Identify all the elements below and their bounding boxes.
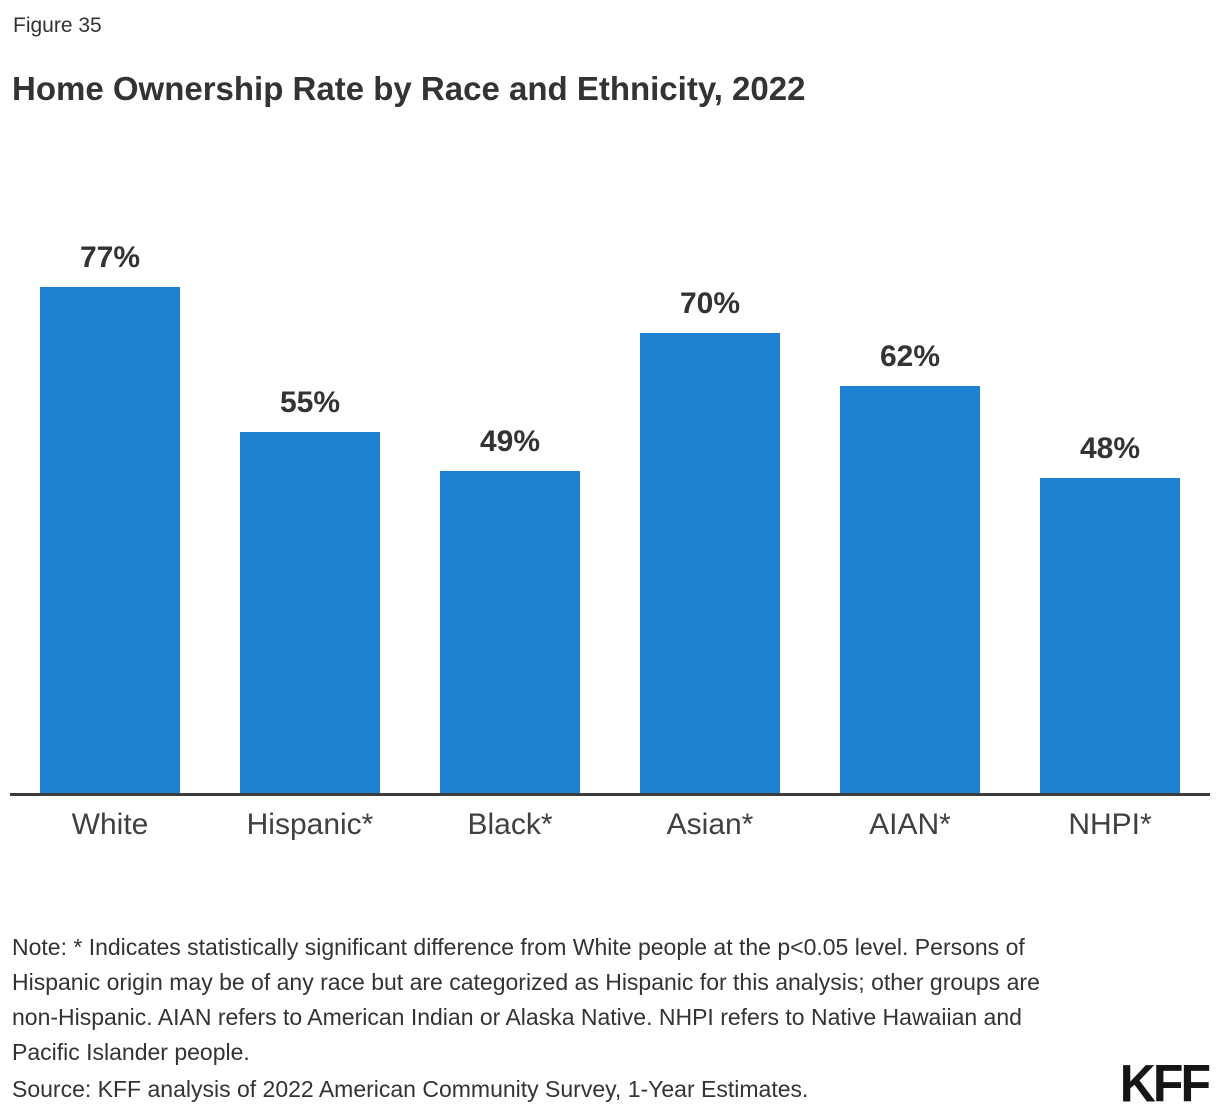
bar — [1040, 478, 1180, 793]
bar-column: 49% — [440, 427, 580, 793]
bar-column: 77% — [40, 243, 180, 793]
category-label: Asian* — [666, 808, 754, 841]
bars-area: 77% 55% 49% 70% 62% 48% — [10, 230, 1210, 793]
bar — [440, 471, 580, 793]
bar-column: 48% — [1040, 434, 1180, 793]
category-label: NHPI* — [1068, 808, 1152, 841]
bar — [640, 333, 780, 793]
source-text: Source: KFF analysis of 2022 American Co… — [12, 1076, 809, 1102]
bar-column: 70% — [640, 289, 780, 793]
bar — [840, 386, 980, 793]
note-text: Note: * Indicates statistically signific… — [12, 934, 1040, 1065]
bar-column: 55% — [240, 388, 380, 793]
category-label: Hispanic* — [246, 808, 374, 841]
category-label: White — [71, 808, 149, 841]
category-axis-labels: White Hispanic* Black* Asian* AIAN* NHPI* — [10, 808, 1210, 842]
bar-value-label: 62% — [879, 340, 941, 373]
bar-column: 62% — [840, 342, 980, 793]
bar — [40, 287, 180, 793]
bar — [240, 432, 380, 793]
bar-value-label: 77% — [79, 241, 141, 274]
chart-title: Home Ownership Rate by Race and Ethnicit… — [12, 70, 806, 107]
bar-value-label: 49% — [479, 425, 541, 458]
bar-value-label: 48% — [1079, 432, 1141, 465]
bar-value-label: 70% — [679, 287, 741, 320]
kff-logo: KFF — [1119, 1054, 1211, 1113]
bar-value-label: 55% — [279, 386, 341, 419]
category-label: AIAN* — [869, 808, 951, 841]
figure-number-label: Figure 35 — [13, 14, 102, 37]
x-axis-line — [10, 793, 1210, 796]
bar-chart: 77% 55% 49% 70% 62% 48% White Hispanic* Black* A… — [10, 230, 1210, 842]
category-label: Black* — [467, 808, 553, 841]
